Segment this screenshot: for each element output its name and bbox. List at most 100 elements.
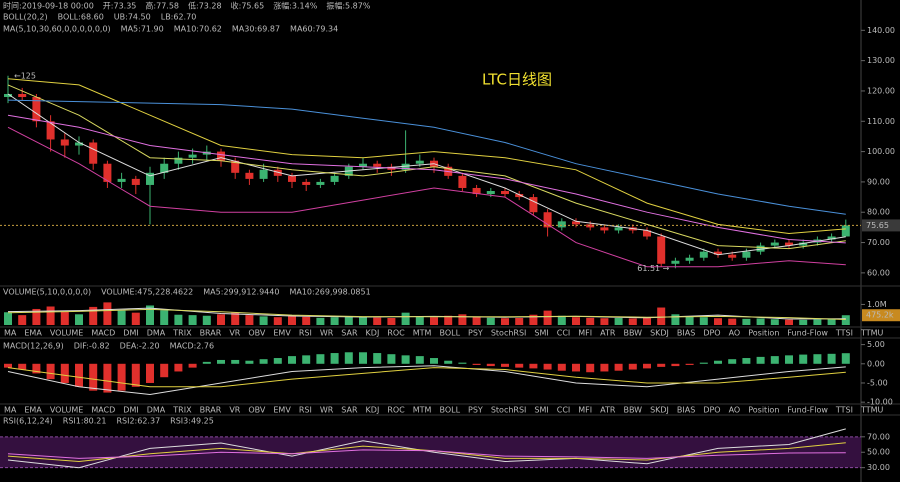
indicator-tab[interactable]: SMI (534, 329, 548, 338)
macd-bar (486, 363, 495, 367)
header-item: 振幅:5.87% (326, 1, 371, 11)
indicator-tab[interactable]: EMV (273, 406, 291, 415)
indicator-tab[interactable]: CCI (557, 329, 571, 338)
indicator-tab[interactable]: TRIX (172, 406, 192, 415)
indicator-tab[interactable]: SKDJ (650, 329, 669, 338)
legend-entry: RSI2:62.37 (116, 417, 160, 426)
volume-bar (373, 317, 382, 325)
indicator-tab[interactable]: VOLUME (50, 406, 84, 415)
indicator-tab[interactable]: BIAS (677, 406, 695, 415)
indicator-tab[interactable]: BIAS (677, 329, 695, 338)
indicator-tab[interactable]: MA (4, 329, 17, 338)
indicator-tab[interactable]: DMI (123, 329, 138, 338)
volume-bar (415, 316, 424, 325)
candle-body (231, 160, 240, 173)
indicator-tab[interactable]: VR (229, 406, 240, 415)
indicator-tab[interactable]: DPO (703, 406, 720, 415)
indicator-tab[interactable]: EMA (24, 329, 42, 338)
y-tick-label: 70.00 (867, 432, 890, 441)
indicator-tab[interactable]: VOLUME (50, 329, 84, 338)
indicator-tab[interactable]: ROC (387, 406, 405, 415)
indicator-tab[interactable]: RSI (299, 329, 312, 338)
indicator-tab[interactable]: MFI (578, 329, 592, 338)
indicator-tab[interactable]: ATR (600, 406, 616, 415)
indicator-tab[interactable]: DMI (123, 406, 138, 415)
legend-entry: BOLL:68.60 (58, 13, 104, 22)
indicator-tab[interactable]: SAR (341, 329, 358, 338)
candle-body (501, 191, 509, 195)
indicator-tab[interactable]: OBV (248, 329, 266, 338)
volume-bar (103, 302, 112, 325)
indicator-tab[interactable]: DMA (147, 329, 166, 338)
indicator-tab[interactable]: ATR (600, 329, 616, 338)
indicator-tab[interactable]: PSY (468, 406, 483, 415)
indicator-tab[interactable]: TTSI (835, 406, 853, 415)
indicator-tab[interactable]: KDJ (366, 329, 380, 338)
indicator-tab[interactable]: BOLL (439, 329, 460, 338)
indicator-tab[interactable]: EMV (273, 329, 291, 338)
indicator-tab[interactable]: WR (320, 406, 334, 415)
volume-bar (245, 315, 254, 325)
indicator-tab[interactable]: ROC (387, 329, 405, 338)
macd-bar (32, 363, 41, 374)
indicator-tab[interactable]: KDJ (366, 406, 380, 415)
candle-body (316, 181, 325, 185)
indicator-tab[interactable]: TRIX (172, 329, 192, 338)
candle-body (699, 251, 708, 258)
indicator-tab[interactable]: MA (4, 406, 17, 415)
indicator-tab[interactable]: VR (229, 329, 240, 338)
y-tick-label: 130.00 (867, 56, 895, 65)
macd-bar (46, 363, 55, 380)
y-tick-label: 60.00 (867, 268, 890, 277)
indicator-tab[interactable]: Position (748, 329, 779, 338)
indicator-tab[interactable]: CCI (557, 406, 571, 415)
indicator-tab[interactable]: DMA (147, 406, 166, 415)
header-item: 时间:2019-09-18 00:00 (3, 1, 94, 11)
last-volume-label: 475.2k (866, 311, 894, 320)
indicator-tab[interactable]: BRAR (200, 329, 222, 338)
legend-entry: BOLL(20,2) (3, 13, 48, 22)
volume-bar (330, 317, 339, 325)
macd-bar (543, 363, 552, 370)
indicator-tab[interactable]: EMA (24, 406, 42, 415)
y-tick-label: 70.00 (867, 238, 890, 247)
macd-bar (60, 363, 69, 383)
volume-bar (586, 317, 595, 325)
indicator-tab[interactable]: SKDJ (650, 406, 669, 415)
y-tick-label: 0.00 (867, 359, 885, 368)
indicator-tab[interactable]: Fund-Flow (787, 329, 828, 338)
indicator-tab[interactable]: SAR (341, 406, 358, 415)
indicator-tab[interactable]: TTSI (835, 329, 853, 338)
indicator-tab[interactable]: AO (729, 406, 741, 415)
indicator-line (7, 99, 846, 215)
indicator-tab[interactable]: TTMU (860, 406, 884, 415)
macd-bar (458, 362, 467, 364)
candle-body (245, 172, 254, 179)
indicator-tab[interactable]: MTM (413, 329, 432, 338)
indicator-tab[interactable]: RSI (299, 406, 312, 415)
indicator-tab[interactable]: BBW (623, 329, 642, 338)
candle-body (728, 254, 737, 258)
macd-bar (430, 358, 438, 364)
indicator-tab[interactable]: OBV (248, 406, 266, 415)
macd-bar (202, 361, 211, 364)
indicator-tab[interactable]: WR (320, 329, 334, 338)
indicator-tab[interactable]: MACD (91, 329, 115, 338)
indicator-tab[interactable]: Fund-Flow (787, 406, 828, 415)
indicator-tab[interactable]: StochRSI (491, 406, 527, 415)
indicator-tab[interactable]: StochRSI (491, 329, 527, 338)
volume-bar (756, 318, 765, 325)
indicator-tab[interactable]: BBW (623, 406, 642, 415)
indicator-tab[interactable]: AO (729, 329, 741, 338)
indicator-tab[interactable]: PSY (468, 329, 483, 338)
indicator-tab[interactable]: DPO (703, 329, 720, 338)
indicator-tab[interactable]: BOLL (439, 406, 460, 415)
indicator-tab[interactable]: SMI (534, 406, 548, 415)
indicator-tab[interactable]: MTM (413, 406, 432, 415)
indicator-tab[interactable]: BRAR (200, 406, 222, 415)
indicator-tab[interactable]: Position (748, 406, 779, 415)
indicator-tab[interactable]: MFI (578, 406, 592, 415)
indicator-tab[interactable]: MACD (91, 406, 115, 415)
indicator-tab[interactable]: TTMU (860, 329, 884, 338)
